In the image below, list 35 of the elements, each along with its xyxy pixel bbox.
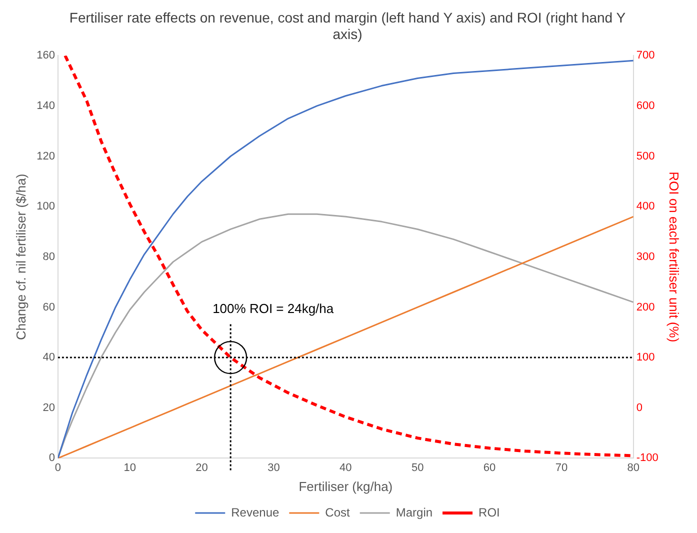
x-tick-label: 40: [340, 462, 352, 474]
x-tick-label: 10: [124, 462, 136, 474]
y2-tick-label: 600: [636, 100, 655, 112]
x-tick-label: 30: [268, 462, 280, 474]
y2-axis-title: ROI on each fertiliser unit (%): [666, 172, 682, 342]
x-tick-label: 50: [411, 462, 424, 474]
y-tick-label: 60: [42, 301, 55, 314]
legend-label: Revenue: [231, 505, 280, 520]
y-tick-label: 140: [36, 100, 55, 112]
annotation: 100% ROI = 24kg/ha: [212, 300, 334, 316]
y-axis-title: Change cf. nil fertiliser ($/ha): [13, 174, 28, 340]
y-tick-label: 20: [42, 402, 55, 414]
legend-label: Margin: [396, 505, 433, 520]
x-tick-label: 60: [483, 462, 496, 474]
x-tick-label: 70: [555, 462, 568, 474]
y2-tick-label: 0: [636, 402, 643, 414]
y-tick-label: 120: [36, 150, 55, 162]
legend-label: ROI: [478, 505, 500, 520]
x-axis-title: Fertiliser (kg/ha): [298, 478, 393, 494]
y2-tick-label: 200: [636, 301, 655, 314]
y2-tick-label: 500: [636, 150, 655, 162]
y2-tick-label: 100: [636, 352, 655, 364]
y-tick-label: 0: [48, 452, 55, 464]
x-tick-label: 80: [627, 462, 640, 474]
x-tick-label: 20: [196, 462, 208, 474]
y2-tick-label: -100: [636, 452, 658, 464]
legend-label: Cost: [325, 505, 351, 520]
y2-tick-label: 400: [636, 200, 655, 213]
y-tick-label: 160: [36, 50, 55, 62]
chart-title: Fertiliser rate effects on revenue, cost and margin (left hand Y axis) and ROI (right hand Y axis): [69, 9, 626, 42]
y-tick-label: 80: [42, 250, 55, 263]
y-tick-label: 40: [42, 352, 55, 364]
y2-tick-label: 700: [636, 50, 655, 62]
y2-tick-label: 300: [636, 250, 655, 263]
y-tick-label: 100: [36, 200, 55, 213]
